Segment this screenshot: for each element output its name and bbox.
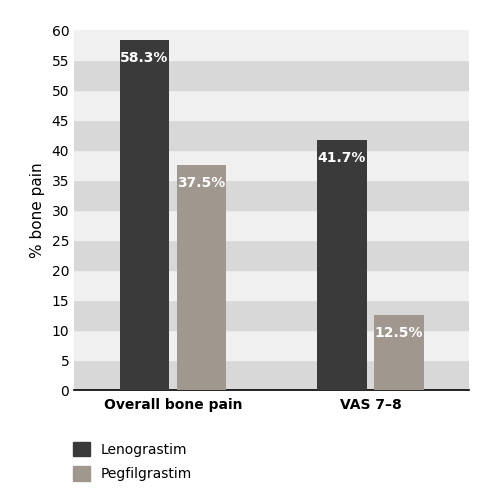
Y-axis label: % bone pain: % bone pain [30, 162, 44, 258]
Bar [74, 150, 469, 180]
Bar [74, 360, 469, 390]
Bar [74, 30, 469, 60]
Text: 12.5%: 12.5% [375, 326, 423, 340]
Bar [177, 165, 226, 390]
Bar [74, 120, 469, 150]
Bar [74, 240, 469, 270]
Bar [74, 330, 469, 360]
Text: 58.3%: 58.3% [120, 51, 168, 65]
Bar [74, 60, 469, 90]
Text: 37.5%: 37.5% [177, 176, 226, 190]
Bar [374, 315, 424, 390]
Bar [74, 270, 469, 300]
Bar [74, 210, 469, 240]
Bar [120, 40, 169, 390]
Bar [74, 300, 469, 330]
Bar [317, 140, 367, 390]
Bar [74, 180, 469, 210]
Bar [74, 90, 469, 120]
Legend: Lenograstim, Pegfilgrastim: Lenograstim, Pegfilgrastim [66, 435, 199, 488]
Text: 41.7%: 41.7% [318, 150, 366, 164]
